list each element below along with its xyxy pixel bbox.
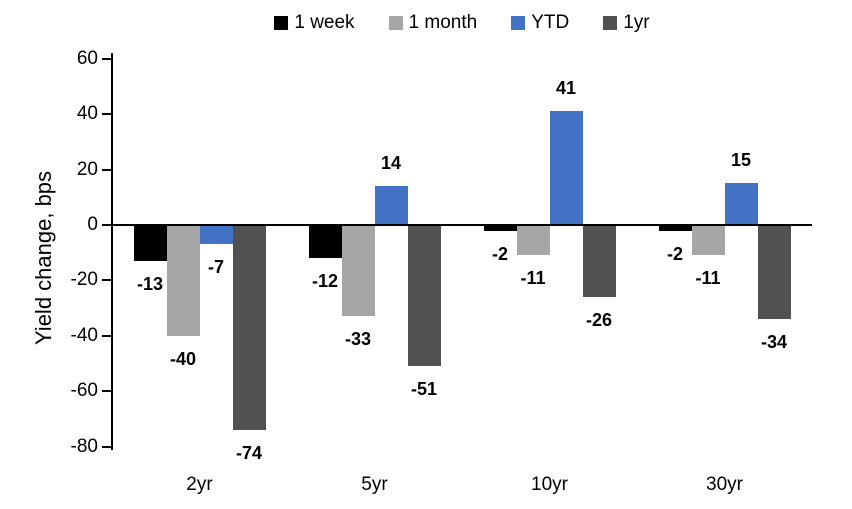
bar-value-label: -11: [695, 268, 721, 289]
legend-swatch-icon: [511, 16, 526, 30]
y-tick-mark: [102, 168, 111, 171]
x-axis-label-5yr: 5yr: [361, 474, 388, 495]
bar-10yr-1yr: [582, 225, 616, 298]
bar-10yr-1-month: [516, 225, 550, 256]
bar-5yr-1yr: [407, 225, 441, 367]
bar-30yr-1-month: [691, 225, 725, 256]
legend-item-1-month: 1 month: [388, 12, 478, 33]
y-tick-mark: [102, 390, 111, 393]
y-tick-mark: [102, 57, 111, 60]
bar-value-label: -33: [344, 329, 371, 350]
legend-item-YTD: YTD: [511, 13, 569, 33]
y-tick-mark: [102, 334, 111, 337]
bar-value-label: -13: [136, 274, 163, 294]
x-axis-label-30yr: 30yr: [706, 474, 743, 495]
legend-item-1-week: 1 week: [274, 12, 355, 33]
bar-value-label: -40: [169, 348, 196, 369]
legend-swatch-icon: [388, 16, 403, 30]
y-tick-label: -20: [70, 269, 98, 291]
bar-30yr-YTD: [724, 183, 758, 225]
legend-label: 1 week: [294, 12, 355, 33]
legend-label: YTD: [531, 12, 570, 33]
bar-2yr-1yr: [232, 225, 266, 430]
x-axis-label-10yr: 10yr: [531, 474, 568, 495]
bar-5yr-YTD: [374, 186, 408, 225]
bar-value-label: -12: [311, 271, 338, 292]
zero-axis-line: [111, 224, 812, 226]
chart-legend: 1 week 1 month YTD 1yr: [112, 8, 812, 38]
y-tick-label: 0: [87, 214, 98, 235]
y-tick-mark: [102, 224, 111, 226]
y-tick-label: 60: [76, 47, 98, 69]
y-tick-label: -40: [70, 324, 98, 346]
bar-value-label: 41: [555, 78, 577, 99]
y-tick-mark: [102, 445, 111, 448]
legend-label: 1 month: [408, 12, 478, 33]
y-tick-mark: [102, 279, 111, 282]
legend-label: 1yr: [623, 12, 650, 33]
y-tick-label: 20: [76, 158, 98, 180]
bar-value-label: 14: [380, 153, 402, 174]
bar-2yr-1-week: [133, 225, 167, 261]
bar-10yr-1-week: [483, 225, 517, 231]
bar-10yr-YTD: [549, 111, 583, 225]
bar-value-label: -74: [235, 442, 262, 463]
x-axis-label-2yr: 2yr: [186, 474, 213, 495]
bar-2yr-YTD: [199, 225, 233, 245]
bar-30yr-1-week: [658, 225, 692, 231]
legend-swatch-icon: [274, 16, 289, 30]
bar-5yr-1-week: [308, 225, 342, 259]
legend-item-1yr: 1yr: [603, 12, 650, 33]
bar-value-label: -2: [666, 243, 683, 264]
bar-value-label: 15: [730, 150, 752, 171]
bar-5yr-1-month: [341, 225, 375, 317]
bar-30yr-1yr: [757, 225, 791, 320]
legend-swatch-icon: [603, 16, 618, 30]
bar-value-label: -51: [410, 379, 437, 400]
bar-value-label: -2: [491, 243, 508, 264]
y-tick-label: -80: [70, 435, 98, 457]
y-tick-label: -60: [70, 380, 98, 402]
y-tick-mark: [102, 113, 111, 116]
y-tick-label: 40: [76, 103, 98, 125]
bar-value-label: -11: [520, 268, 546, 289]
y-axis-line: [111, 53, 113, 450]
bar-value-label: -34: [760, 332, 787, 353]
bar-2yr-1-month: [166, 225, 200, 336]
bar-value-label: -7: [207, 257, 224, 278]
bar-value-label: -26: [585, 310, 612, 331]
